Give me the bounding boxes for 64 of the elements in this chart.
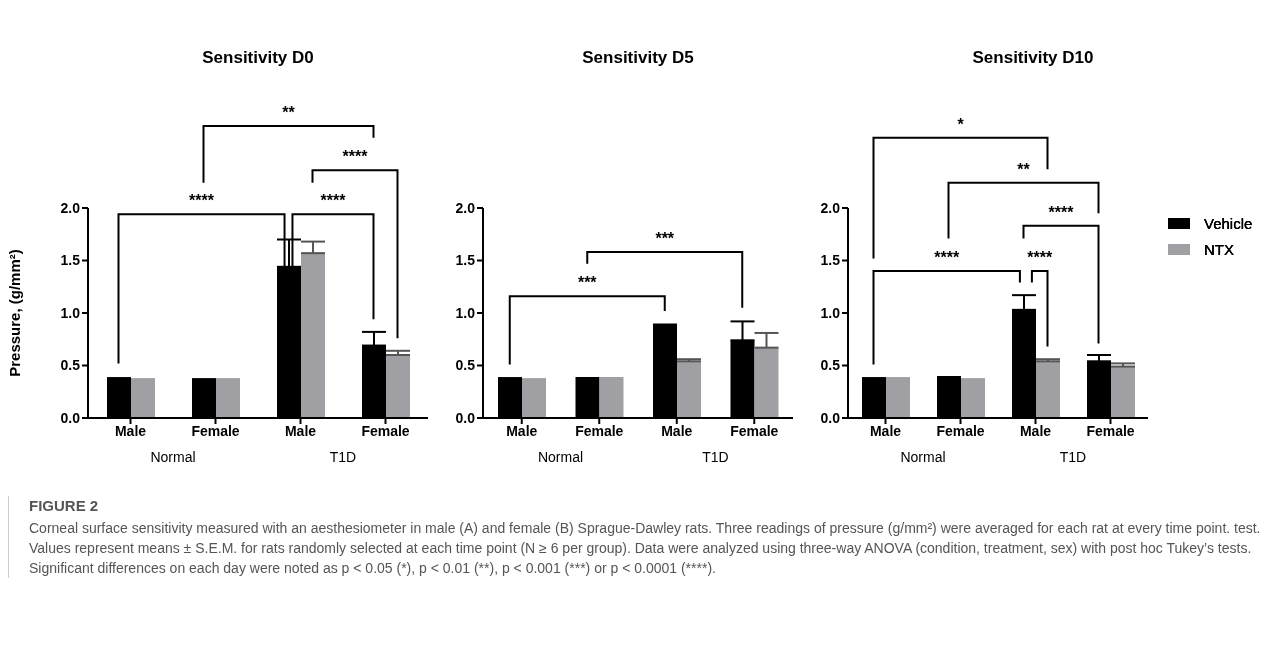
- chart-title: Sensitivity D0: [201, 48, 315, 69]
- y-tick-label: 1.5: [60, 252, 81, 269]
- x-tick-label: Male: [1019, 422, 1052, 439]
- annotation: ***: [655, 230, 675, 248]
- text: **: [1017, 160, 1031, 178]
- y-tick-label: 0.5: [60, 357, 81, 374]
- y-tick-label: 1.0: [60, 304, 81, 321]
- x-tick-label: Female: [575, 422, 624, 439]
- x-tick-label: Female: [730, 422, 779, 439]
- y-tick-label: 1.0: [820, 304, 841, 321]
- text: T1D: [702, 449, 729, 465]
- y-axis-title: Pressure, (g/mm²): [6, 249, 24, 377]
- annotation: ****: [189, 192, 215, 210]
- y-tick-label: 0.5: [820, 357, 841, 374]
- text: **: [282, 104, 296, 122]
- x-tick-label: Female: [361, 422, 410, 439]
- caption: FIGURE 2: [29, 496, 100, 516]
- y-tick-label: 2.0: [455, 199, 476, 216]
- bar: [886, 377, 910, 418]
- x-tick-label: Female: [1086, 422, 1135, 439]
- text: ****: [342, 148, 369, 166]
- chart-title: Sensitivity D5: [581, 48, 695, 69]
- x-tick-label: Male: [114, 422, 147, 439]
- text: Normal: [150, 449, 196, 465]
- bar: [522, 378, 546, 418]
- y-tick-label: 0.0: [60, 409, 81, 426]
- x-tick-label: Male: [661, 422, 693, 439]
- annotation: ****: [320, 192, 347, 210]
- annotation: ***: [577, 274, 598, 292]
- bar: [216, 378, 240, 418]
- bar: [599, 377, 624, 418]
- y-tick-label: 2.0: [820, 199, 841, 216]
- y-tick-label: 1.5: [455, 252, 476, 269]
- legend-label: Vehicle: [1204, 214, 1253, 232]
- bar: [754, 347, 779, 418]
- legend-label: NTX: [1204, 240, 1234, 258]
- annotation: ****: [1048, 203, 1075, 221]
- y-tick-label: 0.0: [820, 409, 841, 426]
- bar: [131, 378, 155, 418]
- bar: [677, 361, 701, 418]
- y-tick-label: 0.0: [455, 409, 476, 426]
- x-tick-label: Male: [506, 422, 538, 439]
- text: *: [957, 115, 965, 133]
- y-tick-label: 0.5: [455, 357, 476, 374]
- bar: [301, 253, 325, 418]
- y-tick-label: 1.5: [820, 252, 841, 269]
- chart-title: Sensitivity D10: [971, 48, 1095, 69]
- y-tick-label: 1.0: [455, 304, 476, 321]
- x-tick-label: Male: [869, 422, 902, 439]
- annotation: ****: [1027, 249, 1053, 266]
- text: T1D: [329, 449, 357, 465]
- text: Normal: [537, 449, 584, 465]
- x-tick-label: Female: [936, 422, 985, 439]
- x-tick-label: Male: [284, 422, 317, 439]
- y-tick-label: 2.0: [60, 199, 81, 216]
- bar: [1111, 366, 1135, 418]
- text: Corneal surface sensitivity measured with an aesthesiometer in male (A) and female (B) Sprague-Dawley rats. Three readings of pressure (g/mm²) were averaged for each rat at every time point. test. Values represent means ± S.E.M. for rats randomly selected at each time point (N ≥ 6 per group). Data were analyzed using three-way ANOVA (condition, treatment, sex) with post hoc Tukey’s tests. Significant differences on each day were noted as p < 0.05 (*), p < 0.01 (**), p < 0.001 (***) or p < 0.0001 (****).: [29, 519, 1262, 578]
- bar: [961, 378, 985, 418]
- bar: [1036, 361, 1060, 418]
- x-tick-label: Female: [191, 422, 240, 439]
- text: T1D: [1059, 449, 1087, 465]
- text: Normal: [900, 449, 946, 465]
- bar: [386, 355, 410, 418]
- annotation: ****: [934, 249, 960, 266]
